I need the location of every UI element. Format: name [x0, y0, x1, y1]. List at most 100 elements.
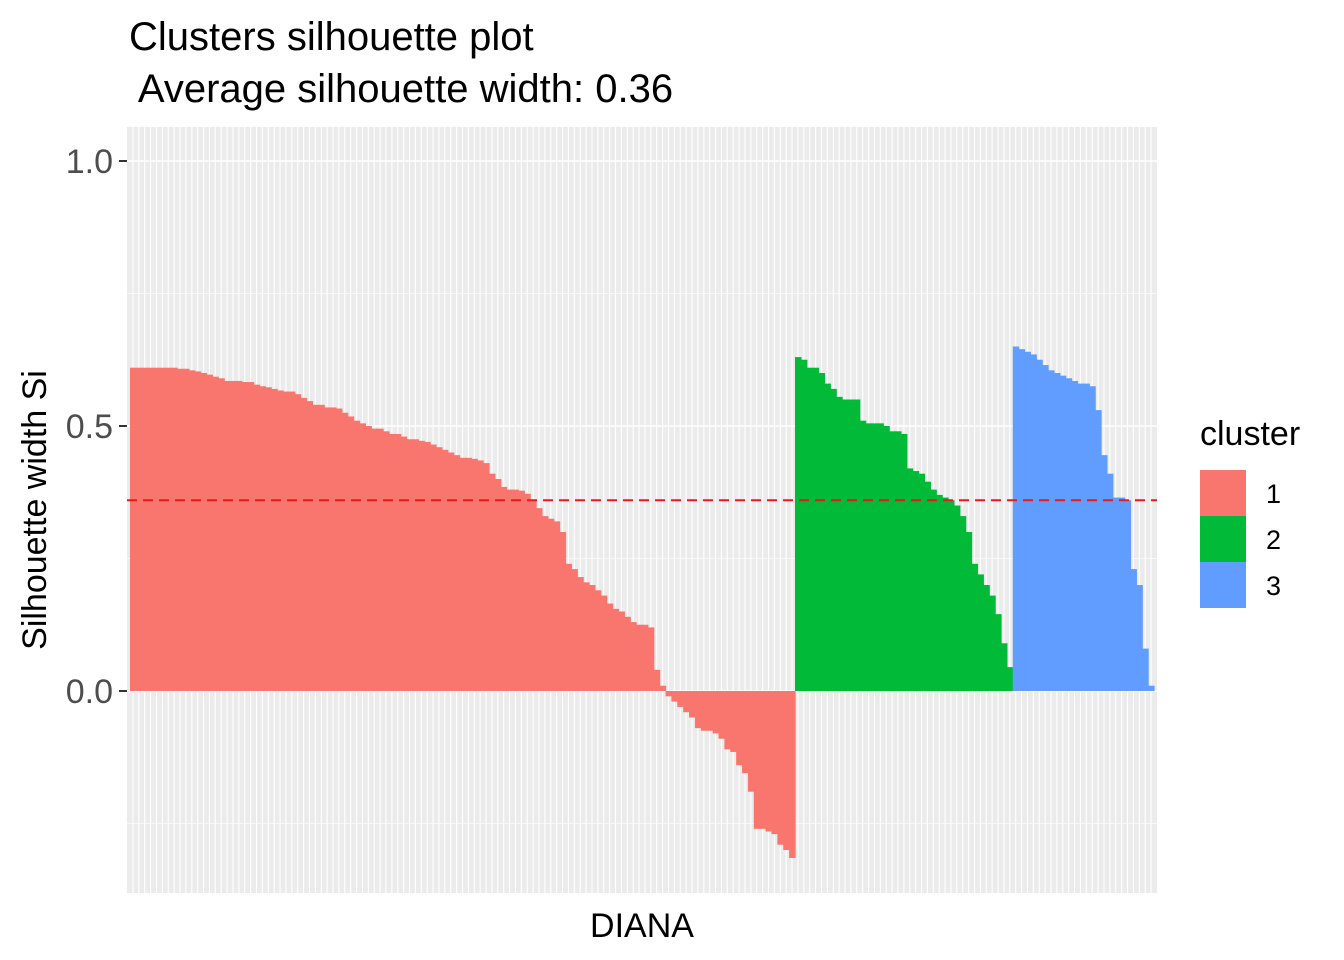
bar-cluster-1 — [730, 691, 737, 752]
bar-cluster-2 — [847, 399, 855, 691]
bar-cluster-2 — [965, 532, 973, 691]
bar-cluster-2 — [971, 563, 979, 691]
bar-cluster-1 — [600, 595, 608, 691]
bar-cluster-1 — [182, 368, 190, 691]
legend-key-1 — [1200, 470, 1246, 516]
bar-cluster-1 — [271, 388, 278, 691]
bar-cluster-2 — [977, 574, 984, 691]
legend: cluster 1 2 3 — [1200, 415, 1300, 608]
bar-cluster-1 — [671, 691, 678, 702]
y-axis-title: Silhouette width Si — [16, 370, 54, 650]
bar-cluster-1 — [412, 439, 419, 691]
bar-cluster-1 — [300, 397, 308, 691]
bar-cluster-1 — [783, 691, 790, 850]
bar-cluster-1 — [583, 582, 590, 691]
y-tick-label: 0.0 — [66, 673, 113, 711]
bar-cluster-2 — [989, 595, 996, 691]
bar-cluster-1 — [265, 387, 272, 691]
bar-cluster-1 — [488, 473, 496, 691]
bar-cluster-1 — [406, 439, 414, 691]
bar-cluster-2 — [889, 431, 896, 691]
bar-cluster-3 — [1130, 569, 1137, 691]
bar-cluster-3 — [1148, 685, 1155, 691]
legend-label: 2 — [1266, 525, 1281, 555]
y-tick-label: 1.0 — [66, 143, 113, 181]
bar-cluster-1 — [206, 374, 213, 691]
bar-cluster-3 — [1018, 349, 1026, 691]
bar-cluster-1 — [524, 493, 531, 691]
bar-cluster-1 — [589, 585, 596, 691]
bar-cluster-1 — [177, 368, 184, 691]
bar-cluster-3 — [1059, 375, 1067, 691]
bar-cluster-2 — [1006, 667, 1014, 691]
bar-cluster-1 — [742, 691, 749, 774]
bar-cluster-1 — [500, 486, 508, 691]
bar-cluster-1 — [253, 384, 261, 691]
bar-cluster-1 — [712, 691, 720, 734]
bar-cluster-3 — [1071, 380, 1079, 691]
bar-cluster-1 — [394, 433, 402, 691]
bar-cluster-1 — [424, 441, 431, 691]
bar-cluster-1 — [677, 691, 684, 707]
bar-cluster-3 — [1053, 373, 1061, 691]
bar-cluster-1 — [518, 490, 525, 691]
bar-cluster-3 — [1112, 497, 1120, 691]
bar-cluster-1 — [171, 367, 178, 691]
bar-cluster-3 — [1012, 346, 1020, 691]
bar-cluster-2 — [983, 585, 990, 691]
bar-cluster-3 — [1024, 351, 1032, 691]
bar-cluster-1 — [294, 394, 302, 691]
bar-cluster-1 — [400, 436, 408, 691]
bar-cluster-1 — [777, 691, 784, 845]
bar-cluster-2 — [995, 614, 1002, 691]
bar-cluster-1 — [736, 691, 743, 766]
bar-cluster-1 — [718, 691, 725, 739]
bar-cluster-1 — [436, 447, 443, 691]
bar-cluster-1 — [541, 516, 549, 691]
bar-cluster-1 — [765, 691, 773, 832]
bar-cluster-1 — [536, 508, 543, 691]
bar-cluster-1 — [153, 367, 161, 691]
bar-cluster-1 — [577, 577, 584, 691]
bar-cluster-1 — [618, 611, 625, 691]
bar-cluster-1 — [230, 380, 237, 691]
bar-cluster-1 — [636, 624, 643, 691]
bar-cluster-2 — [853, 399, 861, 691]
bar-cluster-1 — [371, 428, 378, 691]
bar-cluster-1 — [224, 380, 231, 691]
bar-cluster-2 — [942, 497, 949, 691]
bar-cluster-1 — [159, 367, 166, 691]
bar-cluster-3 — [1136, 585, 1143, 691]
legend-label: 1 — [1266, 479, 1281, 509]
bar-cluster-3 — [1042, 365, 1049, 691]
bar-cluster-1 — [565, 563, 572, 691]
bar-cluster-1 — [606, 603, 614, 691]
bar-cluster-1 — [365, 426, 372, 691]
bar-cluster-1 — [335, 408, 343, 691]
bar-cluster-1 — [683, 691, 690, 713]
bar-cluster-1 — [353, 420, 361, 691]
bar-cluster-2 — [959, 516, 967, 691]
bar-cluster-1 — [324, 407, 331, 691]
bar-cluster-1 — [559, 532, 567, 691]
bar-cluster-1 — [483, 463, 490, 691]
bar-cluster-1 — [694, 691, 702, 729]
bar-cluster-1 — [288, 391, 296, 691]
bar-cluster-1 — [724, 691, 731, 750]
bar-cluster-3 — [1048, 370, 1055, 691]
bar-cluster-1 — [706, 691, 714, 731]
legend-label: 3 — [1266, 571, 1281, 601]
bar-cluster-1 — [453, 455, 461, 691]
bar-cluster-1 — [642, 624, 649, 691]
bar-cluster-2 — [930, 489, 937, 691]
bar-cluster-3 — [1124, 500, 1132, 691]
bar-cluster-1 — [789, 691, 796, 858]
bar-cluster-1 — [383, 431, 390, 691]
legend-title: cluster — [1200, 415, 1300, 453]
bar-cluster-1 — [594, 590, 602, 691]
bar-cluster-1 — [759, 691, 767, 829]
bar-cluster-1 — [547, 518, 555, 691]
bar-cluster-1 — [477, 460, 484, 691]
bar-cluster-1 — [341, 412, 349, 691]
bar-cluster-2 — [865, 423, 873, 691]
